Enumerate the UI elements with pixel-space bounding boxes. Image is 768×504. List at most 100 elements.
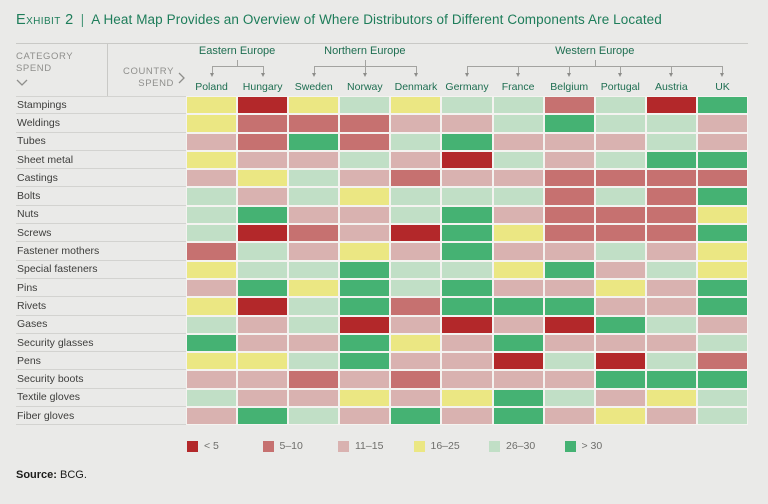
heatmap-cell — [391, 170, 441, 187]
chevron-right-icon — [178, 71, 185, 89]
countries-row: Poland Hungary Sweden Norway Denmark Germany F… — [186, 81, 748, 93]
legend-item: < 5 — [187, 440, 263, 452]
heatmap-cell — [238, 408, 288, 425]
legend-label: > 30 — [581, 440, 603, 453]
heatmap-cell — [493, 261, 543, 278]
region-group-label: Eastern Europe — [198, 45, 276, 57]
heatmap-cell — [544, 115, 594, 132]
group-bracket-tick — [722, 66, 724, 73]
group-bracket-tick — [262, 66, 264, 73]
heatmap-cell — [391, 151, 441, 169]
heatmap-cell — [493, 170, 543, 187]
heatmap-cell — [289, 298, 339, 315]
legend: < 5 5–10 11–15 16–25 26–30 > 30 — [187, 440, 748, 452]
arrow-down-icon — [413, 73, 418, 77]
group-bracket-rule — [211, 66, 263, 67]
legend-label: 5–10 — [279, 440, 303, 453]
group-bracket-tick — [313, 66, 315, 73]
heatmap-cell — [646, 97, 696, 114]
row-label: Bolts — [16, 187, 186, 206]
heatmap-cell — [595, 298, 645, 315]
heatmap-cell — [340, 334, 390, 352]
heatmap-cell — [646, 316, 696, 333]
table-row: Gases — [16, 315, 748, 334]
arrow-down-icon — [465, 73, 469, 77]
heatmap-cell — [238, 389, 288, 407]
heatmap-cell — [187, 133, 237, 150]
row-cells — [186, 96, 748, 115]
heatmap-cell — [187, 298, 237, 315]
heatmap-cell — [238, 170, 288, 187]
row-label: Stampings — [16, 96, 186, 115]
heatmap-cell — [340, 316, 390, 333]
heatmap-cell — [493, 133, 543, 150]
heatmap-cell — [289, 316, 339, 333]
legend-label: < 5 — [204, 440, 219, 453]
heatmap-cell — [544, 206, 594, 224]
heatmap-cell — [391, 334, 441, 352]
heatmap-cell — [187, 97, 237, 114]
row-cells — [186, 242, 748, 261]
heatmap-cell — [646, 261, 696, 278]
heatmap-cell — [697, 97, 748, 114]
header-divider — [16, 43, 748, 44]
legend-swatch — [262, 440, 274, 452]
heatmap-cell — [391, 97, 441, 114]
source-value: BCG. — [60, 469, 87, 482]
heatmap-cell — [442, 371, 492, 388]
heatmap-cell — [697, 151, 748, 169]
heatmap-cell — [442, 334, 492, 352]
heatmap-cell — [544, 243, 594, 260]
heatmap-cell — [238, 115, 288, 132]
row-cells — [186, 297, 748, 316]
heatmap-cell — [544, 170, 594, 187]
exhibit-number: Exhibit 2 — [16, 12, 74, 28]
title-separator: | — [80, 11, 85, 27]
heatmap-cell — [646, 188, 696, 205]
heatmap-cell — [442, 151, 492, 169]
heatmap-cell — [697, 170, 748, 187]
table-row: Bolts — [16, 187, 748, 206]
heatmap-cell — [595, 334, 645, 352]
heatmap-cell — [493, 115, 543, 132]
heatmap-cell — [595, 261, 645, 278]
heatmap-cell — [493, 206, 543, 224]
row-label: Nuts — [16, 206, 186, 225]
row-label: Pins — [16, 279, 186, 298]
heatmap-cell — [340, 115, 390, 132]
table-row: Nuts — [16, 205, 748, 225]
heatmap-cell — [187, 408, 237, 425]
title-text: A Heat Map Provides an Overview of Where… — [91, 12, 662, 27]
heatmap-cell — [493, 298, 543, 315]
heatmap-cell — [340, 389, 390, 407]
heatmap-cell — [544, 353, 594, 370]
heatmap-cell — [697, 279, 748, 297]
heatmap-cell — [289, 371, 339, 388]
row-label: Pens — [16, 352, 186, 371]
arrow-down-icon — [618, 73, 623, 77]
heatmap-cell — [595, 353, 645, 370]
region-group-label: Western Europe — [555, 45, 635, 57]
row-cells — [186, 278, 748, 298]
axis-labels-area: Category Spend Country Spend — [16, 44, 186, 96]
heatmap-cell — [442, 206, 492, 224]
arrow-down-icon — [362, 73, 367, 77]
heatmap-cell — [340, 243, 390, 260]
heatmap-cell — [238, 188, 288, 205]
row-label: Security glasses — [16, 334, 186, 353]
table-row: Rivets — [16, 297, 748, 316]
table-row: Screws — [16, 224, 748, 243]
heatmap-cell — [544, 188, 594, 205]
heatmap-cell — [493, 97, 543, 114]
heatmap-cell — [442, 115, 492, 132]
heatmap-cell — [646, 243, 696, 260]
heatmap-cell — [646, 133, 696, 150]
row-cells — [186, 169, 748, 188]
heatmap-cell — [391, 261, 441, 278]
heatmap-cell — [391, 225, 441, 242]
heatmap-cell — [544, 261, 594, 278]
heatmap-cell — [391, 206, 441, 224]
group-bracket-tick — [467, 66, 468, 73]
heatmap-cell — [544, 279, 594, 297]
